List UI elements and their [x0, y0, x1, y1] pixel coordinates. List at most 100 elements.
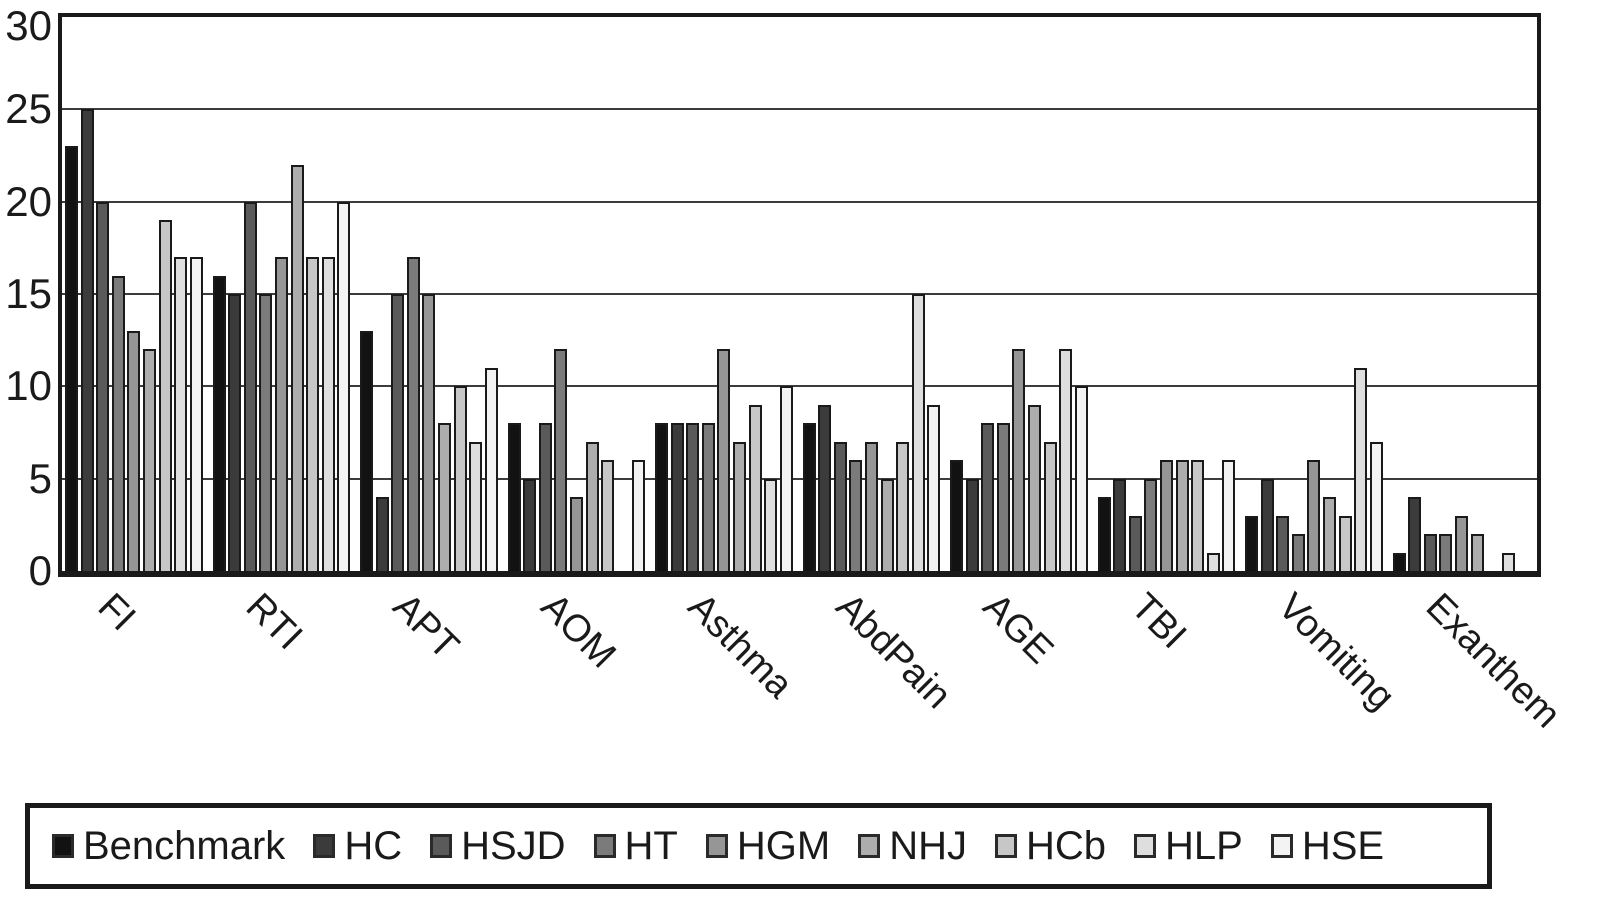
legend-swatch-HSJD: [430, 834, 453, 858]
legend-item-HGM: HGM: [705, 824, 831, 868]
bar-AbdPain-HT: [849, 460, 862, 571]
bar-AGE-HCb: [1044, 442, 1057, 571]
bar-AbdPain-Benchmark: [803, 423, 816, 571]
legend: Benchmark HC HSJD HT HGM NHJ HCb HLP HSE: [25, 803, 1492, 889]
legend-label-HSE: HSE: [1301, 824, 1385, 868]
bar-RTI-HSE: [337, 202, 350, 571]
bar-Vomiting-HC: [1261, 479, 1274, 571]
bar-Vomiting-HLP: [1354, 368, 1367, 571]
legend-label-HT: HT: [624, 824, 678, 868]
legend-label-Benchmark: Benchmark: [83, 824, 286, 868]
y-tick-label-25: 25: [5, 85, 52, 133]
bar-Asthma-NHJ: [733, 442, 746, 571]
legend-label-NHJ: NHJ: [889, 824, 967, 868]
bar-Vomiting-HSE: [1370, 442, 1383, 571]
bar-RTI-HSJD: [244, 202, 257, 571]
bar-FI-HSE: [190, 257, 203, 571]
legend-swatch-Benchmark: [52, 834, 74, 858]
bar-TBI-HCb: [1191, 460, 1204, 571]
bar-RTI-NHJ: [291, 165, 304, 571]
legend-item-HC: HC: [313, 824, 402, 868]
bar-FI-HGM: [127, 331, 140, 571]
legend-item-HLP: HLP: [1134, 824, 1243, 868]
bar-APT-HT: [407, 257, 420, 571]
bar-AbdPain-HC: [818, 405, 831, 571]
bar-FI-HLP: [174, 257, 187, 571]
bar-AGE-NHJ: [1028, 405, 1041, 571]
x-category-label-TBI: TBI: [1122, 585, 1195, 658]
bar-AGE-Benchmark: [950, 460, 963, 571]
bar-TBI-Benchmark: [1098, 497, 1111, 571]
bar-Asthma-HT: [702, 423, 715, 571]
bar-Vomiting-HT: [1292, 534, 1305, 571]
x-category-label-FI: FI: [89, 585, 144, 640]
legend-item-HCb: HCb: [994, 824, 1107, 868]
bar-AbdPain-HGM: [865, 442, 878, 571]
x-category-label-Vomiting: Vomiting: [1269, 585, 1403, 719]
y-tick-label-20: 20: [5, 177, 52, 225]
legend-item-NHJ: NHJ: [858, 824, 967, 868]
bar-Vomiting-HSJD: [1276, 516, 1289, 571]
x-category-label-AGE: AGE: [974, 585, 1062, 673]
y-tick-label-30: 30: [5, 2, 52, 49]
x-category-label-RTI: RTI: [237, 585, 311, 659]
gridline-25: [62, 108, 1537, 110]
bar-FI-NHJ: [143, 349, 156, 571]
bar-Asthma-Benchmark: [655, 423, 668, 571]
bar-Exanthem-NHJ: [1471, 534, 1484, 571]
x-category-label-AbdPain: AbdPain: [827, 585, 960, 717]
bar-TBI-HSE: [1222, 460, 1235, 571]
bar-Asthma-HLP: [764, 479, 777, 571]
y-tick-label-0: 0: [28, 547, 52, 594]
bar-AOM-HC: [523, 479, 536, 571]
bar-AOM-HT: [554, 349, 567, 571]
legend-label-HCb: HCb: [1025, 824, 1107, 868]
bar-AGE-HSJD: [981, 423, 994, 571]
bar-Exanthem-HLP: [1502, 553, 1515, 571]
bar-AbdPain-NHJ: [881, 479, 894, 571]
bar-Vomiting-NHJ: [1323, 497, 1336, 571]
bar-TBI-NHJ: [1176, 460, 1189, 571]
gridline-10: [62, 385, 1537, 387]
bar-APT-HSJD: [391, 294, 404, 571]
bar-AOM-HSE: [632, 460, 645, 571]
bar-Vomiting-Benchmark: [1245, 516, 1258, 571]
legend-item-HSJD: HSJD: [430, 824, 566, 868]
bar-AGE-HGM: [1012, 349, 1025, 571]
legend-item-HSE: HSE: [1270, 824, 1385, 868]
bar-RTI-Benchmark: [213, 276, 226, 571]
legend-swatch-HT: [593, 834, 616, 858]
gridline-20: [62, 201, 1537, 203]
bar-AGE-HLP: [1059, 349, 1072, 571]
bar-TBI-HGM: [1160, 460, 1173, 571]
bar-Asthma-HCb: [749, 405, 762, 571]
legend-label-HGM: HGM: [736, 824, 831, 868]
bar-FI-HCb: [159, 220, 172, 571]
bar-Exanthem-HSJD: [1424, 534, 1437, 571]
bar-AGE-HT: [997, 423, 1010, 571]
legend-swatch-HCb: [994, 834, 1017, 858]
bar-AbdPain-HCb: [896, 442, 909, 571]
bar-AOM-HSJD: [539, 423, 552, 571]
x-category-label-APT: APT: [384, 585, 467, 668]
bar-RTI-HGM: [275, 257, 288, 571]
legend-label-HC: HC: [344, 824, 403, 868]
y-tick-label-10: 10: [5, 362, 52, 410]
bar-AbdPain-HLP: [912, 294, 925, 571]
bar-Asthma-HSJD: [686, 423, 699, 571]
y-tick-label-15: 15: [5, 270, 52, 317]
bar-FI-HSJD: [96, 202, 109, 571]
bar-AOM-HCb: [601, 460, 614, 571]
y-tick-label-5: 5: [28, 454, 52, 502]
legend-swatch-HSE: [1270, 834, 1293, 858]
legend-label-HLP: HLP: [1165, 824, 1243, 868]
bar-APT-HLP: [469, 442, 482, 571]
bar-Exanthem-HT: [1439, 534, 1452, 571]
bar-TBI-HT: [1144, 479, 1157, 571]
legend-item-HT: HT: [593, 824, 678, 868]
bar-AbdPain-HSJD: [834, 442, 847, 571]
legend-swatch-HC: [313, 834, 336, 858]
bar-AOM-Benchmark: [508, 423, 521, 571]
bar-FI-Benchmark: [65, 146, 78, 571]
gridline-5: [62, 478, 1537, 480]
